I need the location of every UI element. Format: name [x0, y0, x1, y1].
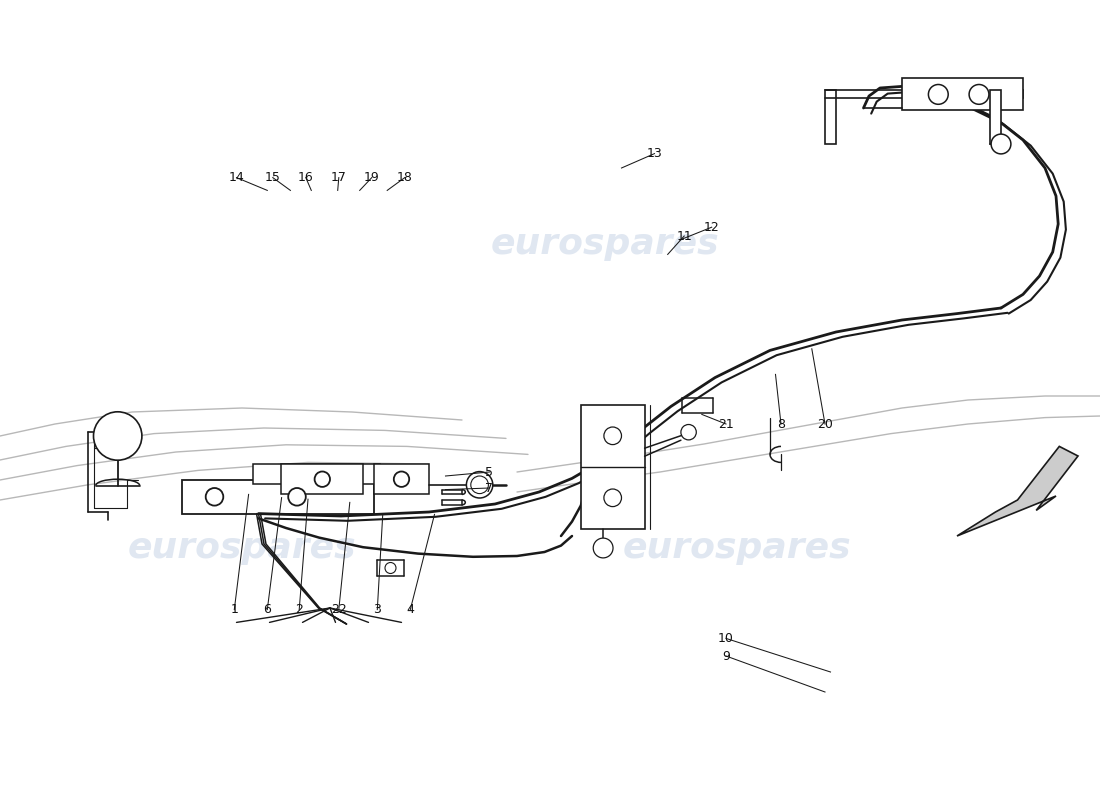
Circle shape [471, 476, 488, 494]
Circle shape [466, 472, 493, 498]
Circle shape [681, 425, 696, 440]
Text: 10: 10 [718, 632, 734, 645]
Text: 19: 19 [364, 171, 380, 184]
Text: 16: 16 [298, 171, 314, 184]
Text: 22: 22 [331, 603, 346, 616]
Text: 8: 8 [777, 418, 785, 430]
Text: 13: 13 [647, 147, 662, 160]
Text: 20: 20 [817, 418, 833, 430]
Circle shape [604, 427, 622, 445]
Text: 6: 6 [263, 603, 272, 616]
Bar [280, 464, 363, 494]
Text: eurospares: eurospares [128, 531, 356, 565]
Polygon shape [957, 446, 1078, 536]
Text: 9: 9 [722, 650, 730, 662]
Circle shape [593, 538, 613, 558]
Text: 21: 21 [718, 418, 734, 430]
Circle shape [315, 471, 330, 487]
Text: eurospares: eurospares [623, 531, 851, 565]
Text: 7: 7 [485, 482, 494, 494]
Circle shape [928, 85, 948, 104]
Circle shape [206, 488, 223, 506]
Circle shape [385, 562, 396, 574]
Text: 12: 12 [704, 221, 719, 234]
Text: eurospares: eurospares [491, 227, 719, 261]
Bar [182, 480, 374, 514]
Bar [990, 90, 1001, 144]
Text: 4: 4 [406, 603, 415, 616]
Bar [253, 464, 379, 484]
Text: 14: 14 [229, 171, 244, 184]
Circle shape [991, 134, 1011, 154]
Circle shape [94, 412, 142, 460]
Circle shape [969, 85, 989, 104]
Text: 1: 1 [230, 603, 239, 616]
Text: 17: 17 [331, 171, 346, 184]
Text: 5: 5 [485, 466, 494, 478]
Circle shape [394, 471, 409, 487]
Circle shape [288, 488, 306, 506]
Text: 3: 3 [373, 603, 382, 616]
Bar [374, 464, 429, 494]
Bar [902, 78, 1023, 110]
Bar [825, 90, 836, 144]
Text: 11: 11 [676, 230, 692, 242]
Text: 18: 18 [397, 171, 412, 184]
Bar [581, 405, 645, 529]
Circle shape [604, 489, 622, 506]
Text: 15: 15 [265, 171, 280, 184]
Text: 2: 2 [295, 603, 304, 616]
